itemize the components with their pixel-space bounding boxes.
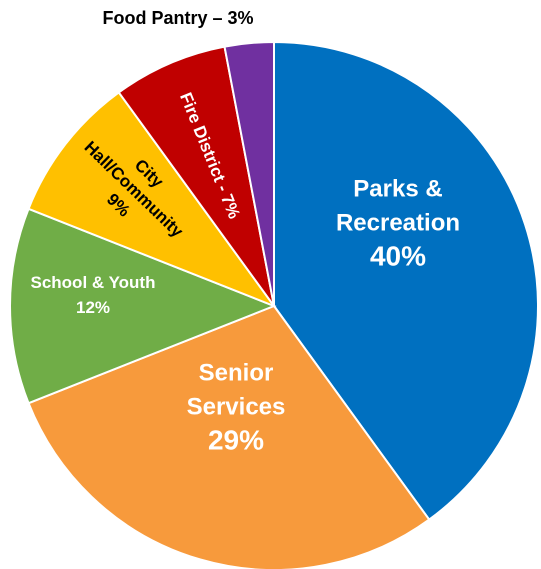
label-line: School & Youth xyxy=(31,273,156,292)
slice-city-hall-community xyxy=(27,91,277,309)
label-line: Parks & xyxy=(353,175,442,202)
slice-senior-services xyxy=(27,304,431,569)
label-line: Recreation xyxy=(336,209,460,236)
label-senior-services: Senior Services 29% xyxy=(187,359,286,455)
slice-fire-district xyxy=(117,45,275,307)
label-line: Food Pantry – 3% xyxy=(102,8,253,28)
label-line: Senior xyxy=(199,359,274,386)
label-line: 12% xyxy=(76,298,110,317)
slice-school-and-youth xyxy=(9,207,277,405)
label-line: Services xyxy=(187,393,286,420)
slice-food-pantry xyxy=(223,40,275,307)
label-school-and-youth: School & Youth 12% xyxy=(31,273,156,317)
label-food-pantry: Food Pantry – 3% xyxy=(102,8,253,28)
pie-slices xyxy=(9,40,539,569)
label-line: 40% xyxy=(370,240,426,271)
slice-parks-and-recreation xyxy=(273,40,539,521)
label-line: 29% xyxy=(208,424,264,455)
label-parks-and-recreation: Parks & Recreation 40% xyxy=(336,175,460,271)
